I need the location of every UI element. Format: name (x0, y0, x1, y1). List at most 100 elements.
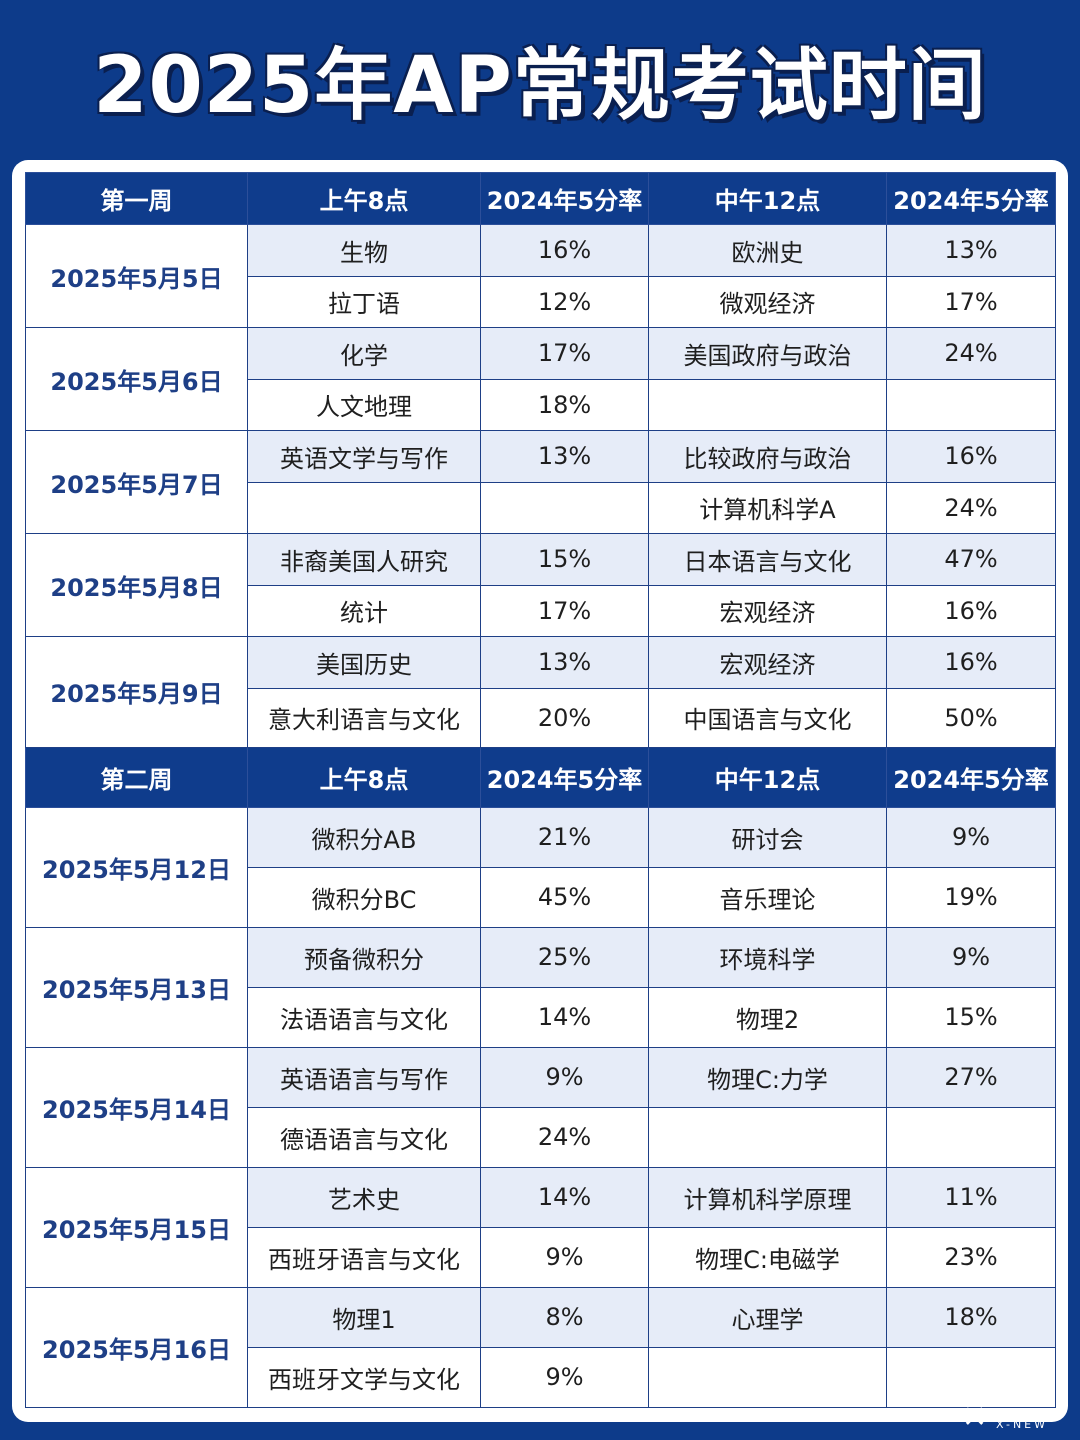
noon-exam: 环境科学 (648, 926, 887, 988)
table-row: 统计 17% 宏观经济 16% (26, 584, 1056, 637)
morning-rate: 16% (480, 224, 649, 277)
noon-exam: 研讨会 (648, 806, 887, 868)
morning-rate-header: 2024年5分率 (480, 172, 649, 225)
morning-rate: 9% (480, 1226, 649, 1288)
morning-rate: 15% (480, 533, 649, 586)
morning-exam: 化学 (247, 327, 481, 380)
exam-date: 2025年5月13日 (25, 926, 248, 1048)
table-row: 西班牙语言与文化 9% 物理C:电磁学 23% (26, 1226, 1056, 1288)
morning-exam: 生物 (247, 224, 481, 277)
morning-exam (247, 481, 481, 534)
noon-header: 中午12点 (648, 172, 887, 225)
noon-exam: 物理2 (648, 986, 887, 1048)
table-row: 计算机科学A 24% (26, 481, 1056, 534)
noon-rate: 16% (886, 584, 1056, 637)
noon-rate-header: 2024年5分率 (886, 746, 1056, 808)
morning-exam: 德语语言与文化 (247, 1106, 481, 1168)
table-row: 人文地理 18% (26, 378, 1056, 431)
table-row: 西班牙文学与文化 9% (26, 1346, 1056, 1408)
morning-rate: 45% (480, 866, 649, 928)
table-row: 2025年5月16日 物理1 8% 心理学 18% (25, 1286, 1056, 1408)
noon-exam: 欧洲史 (648, 224, 887, 277)
table-row: 微积分BC 45% 音乐理论 19% (26, 866, 1056, 928)
page-title: 2025年AP常规考试时间 (93, 41, 987, 131)
table-row: 2025年5月13日 预备微积分 25% 环境科学 9% (25, 926, 1056, 1048)
morning-rate: 13% (480, 430, 649, 483)
noon-rate: 15% (886, 986, 1056, 1048)
noon-exam: 物理C:电磁学 (648, 1226, 887, 1288)
noon-rate-header: 2024年5分率 (886, 172, 1056, 225)
table-row: 2025年5月14日 英语语言与写作 9% 物理C:力学 27% (25, 1046, 1056, 1168)
noon-rate: 24% (886, 481, 1056, 534)
morning-rate: 17% (480, 327, 649, 380)
morning-header: 上午8点 (247, 746, 481, 808)
noon-exam: 宏观经济 (648, 584, 887, 637)
noon-rate: 24% (886, 327, 1056, 380)
morning-exam: 美国历史 (247, 636, 481, 689)
morning-rate-header: 2024年5分率 (480, 746, 649, 808)
noon-rate: 27% (886, 1046, 1056, 1108)
noon-rate: 9% (886, 806, 1056, 868)
morning-header: 上午8点 (247, 172, 481, 225)
table-row: 拉丁语 12% 微观经济 17% (26, 275, 1056, 328)
table-row: 2025年5月12日 微积分AB 21% 研讨会 9% (25, 806, 1056, 928)
morning-exam: 拉丁语 (247, 275, 481, 328)
morning-exam: 意大利语言与文化 (247, 687, 481, 748)
noon-header: 中午12点 (648, 746, 887, 808)
noon-rate: 11% (886, 1166, 1056, 1228)
morning-rate: 9% (480, 1346, 649, 1408)
morning-exam: 微积分BC (247, 866, 481, 928)
noon-exam: 宏观经济 (648, 636, 887, 689)
morning-rate: 9% (480, 1046, 649, 1108)
morning-rate: 8% (480, 1286, 649, 1348)
table-row: 2025年5月15日 艺术史 14% 计算机科学原理 11% (25, 1166, 1056, 1288)
noon-rate: 50% (886, 687, 1056, 748)
morning-rate: 12% (480, 275, 649, 328)
week-label: 第二周 (25, 746, 248, 808)
noon-rate: 16% (886, 636, 1056, 689)
noon-exam: 日本语言与文化 (648, 533, 887, 586)
table-row: 德语语言与文化 24% (26, 1106, 1056, 1168)
noon-exam: 计算机科学原理 (648, 1166, 887, 1228)
noon-exam: 中国语言与文化 (648, 687, 887, 748)
morning-exam: 物理1 (247, 1286, 481, 1348)
exam-date: 2025年5月15日 (25, 1166, 248, 1288)
morning-exam: 西班牙文学与文化 (247, 1346, 481, 1408)
table-row: 2025年5月5日 生物 16% 欧洲史 13% (25, 224, 1056, 328)
noon-rate: 18% (886, 1286, 1056, 1348)
morning-rate: 14% (480, 986, 649, 1048)
morning-rate: 24% (480, 1106, 649, 1168)
noon-rate: 23% (886, 1226, 1056, 1288)
noon-exam: 美国政府与政治 (648, 327, 887, 380)
week-label: 第一周 (25, 172, 248, 225)
morning-rate: 21% (480, 806, 649, 868)
exam-date: 2025年5月5日 (25, 224, 248, 328)
table-row: 意大利语言与文化 20% 中国语言与文化 50% (26, 687, 1056, 748)
week-header-row: 第二周 上午8点 2024年5分率 中午12点 2024年5分率 (25, 746, 1056, 808)
exam-date: 2025年5月7日 (25, 430, 248, 534)
morning-exam: 法语语言与文化 (247, 986, 481, 1048)
morning-exam: 艺术史 (247, 1166, 481, 1228)
morning-exam: 英语文学与写作 (247, 430, 481, 483)
morning-exam: 微积分AB (247, 806, 481, 868)
morning-exam: 统计 (247, 584, 481, 637)
morning-exam: 英语语言与写作 (247, 1046, 481, 1108)
morning-exam: 西班牙语言与文化 (247, 1226, 481, 1288)
noon-rate (886, 378, 1056, 431)
morning-exam: 人文地理 (247, 378, 481, 431)
table-row: 2025年5月8日 非裔美国人研究 15% 日本语言与文化 47% (25, 533, 1056, 637)
morning-rate: 17% (480, 584, 649, 637)
noon-exam: 比较政府与政治 (648, 430, 887, 483)
table-row: 2025年5月7日 英语文学与写作 13% 比较政府与政治 16% (25, 430, 1056, 534)
morning-exam: 非裔美国人研究 (247, 533, 481, 586)
morning-rate: 14% (480, 1166, 649, 1228)
noon-exam (648, 1106, 887, 1168)
noon-exam: 音乐理论 (648, 866, 887, 928)
noon-exam: 微观经济 (648, 275, 887, 328)
exam-date: 2025年5月14日 (25, 1046, 248, 1168)
noon-rate: 16% (886, 430, 1056, 483)
table-row: 2025年5月9日 美国历史 13% 宏观经济 16% (25, 636, 1056, 748)
noon-rate: 19% (886, 866, 1056, 928)
exam-date: 2025年5月16日 (25, 1286, 248, 1408)
noon-exam (648, 1346, 887, 1408)
